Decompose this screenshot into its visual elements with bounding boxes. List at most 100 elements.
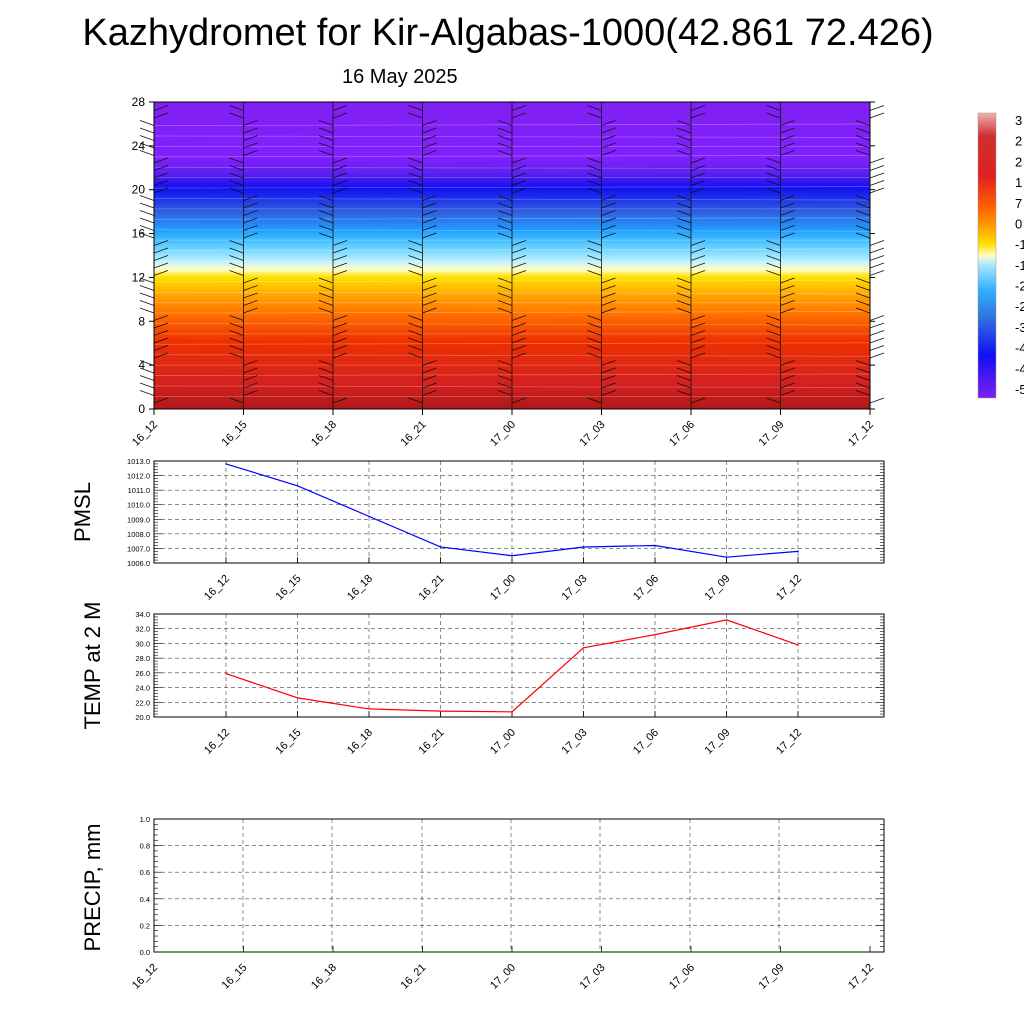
wind-barb [690,270,706,276]
precip-x-tick-label: 17_03 [578,962,608,992]
temp-x-tick-label: 17_12 [774,727,804,757]
wind-barb [766,345,781,351]
temp-data-point [725,619,728,621]
wind-barb [780,202,795,209]
heatmap-x-tick-label: 17_09 [757,419,787,449]
wind-barb [408,247,423,254]
wind-barb [497,210,513,216]
wind-barb [511,397,527,404]
wind-barb [676,307,692,314]
wind-barb [511,247,527,254]
wind-barb [497,150,513,156]
wind-barb [318,390,334,396]
wind-barb [855,142,871,149]
wind-barb [766,172,781,179]
wind-barb [676,142,692,149]
temp-data-point [439,710,442,712]
wind-barb [855,375,871,381]
wind-barb [676,277,692,284]
wind-barb [153,112,169,119]
wind-barb [869,352,885,359]
wind-barb [332,330,348,336]
pmsl-x-tick-label: 16_12 [202,573,232,603]
wind-barb [318,225,334,231]
wind-barb [855,285,871,291]
wind-barb [780,285,795,291]
wind-barb [318,120,334,126]
wind-barb [587,330,602,336]
wind-barb [511,240,527,246]
wind-barb [243,232,258,239]
colorbar [977,112,997,399]
wind-barb [243,135,258,141]
wind-barb [869,157,885,164]
wind-barb [587,165,602,171]
wind-barb [855,300,871,306]
temp-y-tick-label: 34.0 [135,610,150,619]
wind-barb [869,105,885,111]
precip-x-tick-label: 16_21 [399,962,429,992]
temp-data-point [654,633,656,636]
wind-barb [318,307,334,314]
wind-barb [497,360,513,366]
wind-barb [332,262,348,269]
wind-barb [153,247,169,254]
heatmap-y-tick-label: 0 [138,402,145,416]
pmsl-x-tick-label: 17_09 [703,573,733,603]
precip-x-tick-label: 17_09 [757,962,787,992]
heatmap-y-tick-label: 20 [132,183,146,197]
wind-barb [229,330,244,336]
wind-barb [869,172,885,179]
temp-data-point [296,697,299,699]
wind-barb [766,255,781,261]
precip-frame [153,818,885,953]
wind-barb [243,375,258,381]
pmsl-x-tick-label: 17_06 [631,573,661,603]
temp-x-tick-label: 16_18 [345,727,375,757]
wind-barb [153,255,169,261]
wind-barb [855,232,871,239]
wind-barb [497,225,513,231]
wind-barb [690,397,706,404]
wind-barb [139,120,155,126]
wind-barb [869,112,885,119]
wind-barb [243,217,258,224]
wind-barb [511,345,527,351]
wind-barb [601,285,616,291]
precip-x-tick-label: 17_06 [667,962,697,992]
pmsl-data-point [511,554,513,557]
precip-y-tick-label: 0.4 [140,895,150,904]
wind-barb [243,382,258,389]
wind-barb [229,187,244,194]
pmsl-x-tick-label: 16_15 [274,573,304,603]
wind-barb [139,225,155,231]
wind-barb [229,105,244,111]
wind-barb [587,262,602,269]
wind-barb [408,337,423,344]
wind-barb [229,172,244,179]
wind-barb [780,120,795,126]
temp-data-point [368,708,370,710]
wind-barb [690,165,706,171]
wind-barb [601,292,616,299]
wind-barb [332,247,348,254]
wind-barb [587,397,602,404]
colorbar-label: -1 [1015,237,1024,252]
wind-barb [229,352,244,359]
temp-x-tick-label: 17_06 [631,727,661,757]
wind-barb [676,360,692,366]
wind-barb [332,345,348,351]
wind-barb [690,322,706,329]
wind-barb [690,112,706,119]
wind-barb [676,120,692,126]
wind-barb [153,330,169,336]
temp-frame [153,613,885,718]
wind-barb [601,225,616,231]
wind-barb [780,360,795,366]
wind-barb [408,397,423,404]
wind-barb [690,172,706,179]
wind-barb [497,232,513,239]
wind-barb [153,187,169,194]
wind-barb [422,285,437,291]
